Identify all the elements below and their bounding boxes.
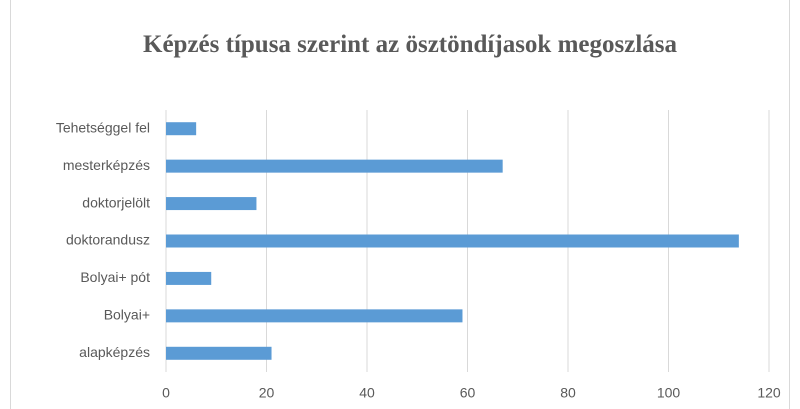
y-tick-label: alapképzés [79,344,150,360]
bar [166,271,212,285]
chart-title: Képzés típusa szerint az ösztöndíjasok m… [143,31,677,58]
bar [166,122,197,136]
bar [166,346,272,360]
y-tick-label: doktorjelölt [82,194,150,210]
y-tick-label: doktorandusz [66,232,150,248]
x-tick-label: 60 [460,385,476,401]
x-tick-label: 100 [657,385,681,401]
x-tick-label: 40 [359,385,375,401]
y-tick-label: Bolyai+ [104,307,150,323]
y-tick-label: Bolyai+ pót [80,269,150,285]
x-tick-label: 80 [560,385,576,401]
chart-border [10,0,790,409]
bar [166,159,503,173]
y-tick-label: Tehetséggel fel [56,119,150,135]
x-tick-label: 120 [757,385,781,401]
x-tick-label: 0 [162,385,170,401]
y-tick-label: mesterképzés [63,157,150,173]
bar [166,234,739,248]
bar [166,197,257,211]
bar [166,309,463,323]
x-tick-label: 20 [259,385,275,401]
